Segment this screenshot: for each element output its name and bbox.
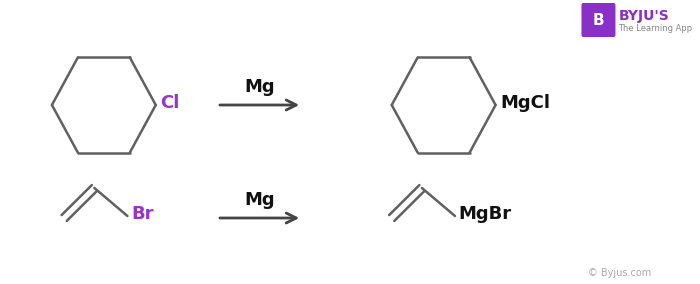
Text: Mg: Mg (244, 191, 275, 209)
Text: BYJU'S: BYJU'S (618, 9, 669, 23)
Text: Cl: Cl (160, 94, 180, 112)
Text: MgCl: MgCl (500, 94, 550, 112)
Text: MgBr: MgBr (458, 205, 512, 223)
Text: © Byjus.com: © Byjus.com (588, 268, 651, 278)
Text: Br: Br (131, 205, 154, 223)
Text: B: B (593, 12, 604, 28)
Text: The Learning App: The Learning App (618, 24, 692, 32)
FancyBboxPatch shape (582, 3, 615, 37)
Text: Mg: Mg (244, 78, 275, 96)
